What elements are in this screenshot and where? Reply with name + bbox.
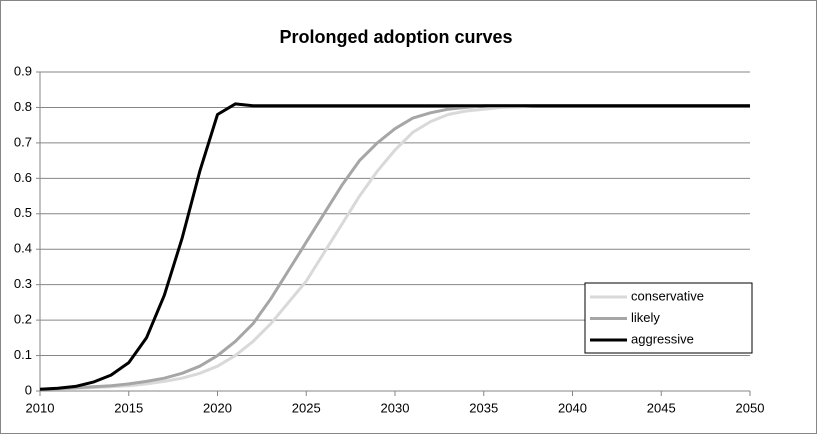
x-tick-label: 2040 (558, 400, 587, 415)
legend-label: conservative (631, 288, 704, 303)
legend-label: likely (631, 310, 660, 325)
y-tick-label: 0.8 (14, 99, 32, 114)
chart-title: Prolonged adoption curves (279, 27, 512, 47)
y-tick-label: 0.5 (14, 205, 32, 220)
y-tick-label: 0.6 (14, 170, 32, 185)
y-tick-label: 0 (25, 382, 32, 397)
x-tick-label: 2010 (26, 400, 55, 415)
y-tick-label: 0.2 (14, 312, 32, 327)
x-tick-label: 2025 (292, 400, 321, 415)
y-tick-label: 0.3 (14, 276, 32, 291)
x-tick-label: 2045 (647, 400, 676, 415)
y-tick-label: 0.1 (14, 347, 32, 362)
x-tick-label: 2015 (114, 400, 143, 415)
x-tick-label: 2030 (381, 400, 410, 415)
x-tick-label: 2020 (203, 400, 232, 415)
y-tick-label: 0.4 (14, 241, 32, 256)
y-tick-label: 0.9 (14, 63, 32, 78)
series-line (39, 102, 750, 391)
x-tick-label: 2050 (736, 400, 765, 415)
x-tick-label: 2035 (469, 400, 498, 415)
y-tick-label: 0.7 (14, 134, 32, 149)
legend-label: aggressive (631, 331, 694, 346)
